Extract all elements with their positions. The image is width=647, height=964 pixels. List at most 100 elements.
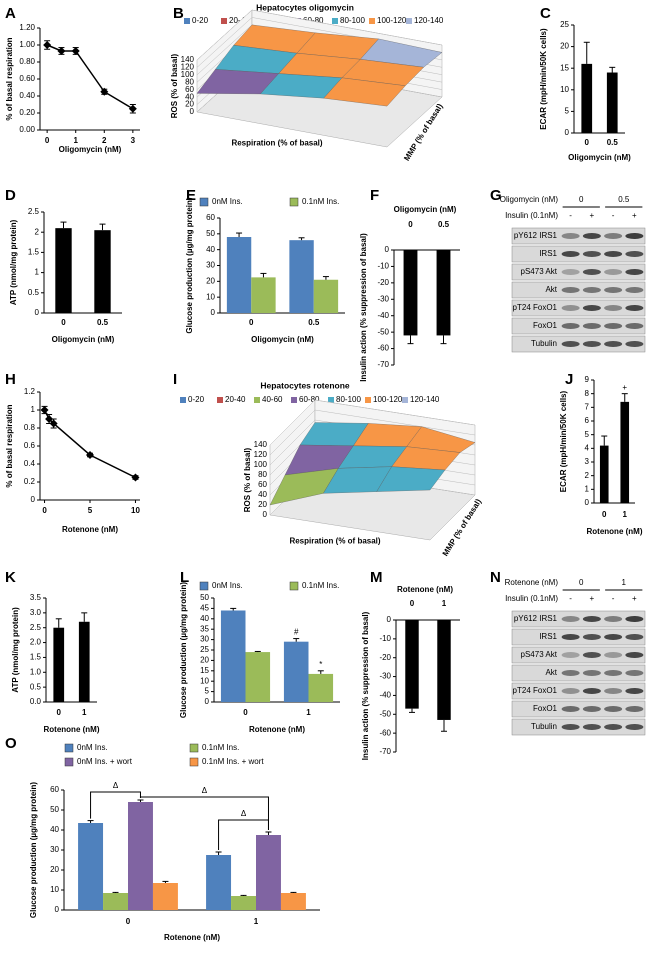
z-tick-label: 100	[254, 460, 268, 469]
legend-swatch	[189, 743, 199, 753]
blot-strip	[511, 263, 646, 281]
legend-swatch	[189, 757, 199, 767]
band	[582, 341, 601, 347]
band	[604, 688, 623, 694]
y-tick-label: -70	[377, 360, 389, 369]
x-axis-label: Rotenone (nM)	[44, 725, 100, 734]
row-label: pY612 IRS1	[514, 614, 558, 623]
band	[561, 634, 580, 640]
y-tick-label: 0.80	[19, 57, 35, 66]
row-label: FoxO1	[533, 704, 558, 713]
bar	[313, 279, 339, 313]
band	[604, 269, 623, 275]
z-tick-label: 80	[258, 470, 267, 479]
x-tick-label: 5	[88, 506, 93, 515]
row-label: Tubulin	[531, 339, 557, 348]
z-tick-label: 80	[185, 77, 194, 86]
blot-strip	[511, 227, 646, 245]
y-tick-label: 0.4	[24, 459, 36, 468]
band	[561, 652, 580, 658]
data-point	[86, 451, 94, 459]
y-tick-label: 5	[565, 107, 570, 116]
z-tick-label: 0	[190, 107, 195, 116]
group-label: 0	[579, 195, 584, 204]
y-tick-label: 0.8	[24, 423, 36, 432]
z-axis-label: ROS (% of basal)	[243, 447, 252, 512]
panel-letter: G	[490, 187, 502, 204]
y-tick-label: 3.0	[30, 608, 42, 617]
y-tick-label: 40	[206, 245, 215, 254]
x-axis-label: Rotenone (nM)	[164, 933, 220, 942]
y-tick-label: 60	[50, 785, 59, 794]
blot-header: Oligomycin (nM)	[500, 195, 559, 204]
band	[604, 634, 623, 640]
x-axis-label: Oligomycin (nM)	[251, 335, 314, 344]
z-tick-label: 120	[254, 450, 268, 459]
x-tick-label: 1	[623, 510, 628, 519]
bar	[606, 72, 618, 133]
y-tick-label: 50	[206, 229, 215, 238]
y-tick-label: 1.5	[28, 248, 40, 257]
x-axis-label: Oligomycin (nM)	[568, 153, 631, 162]
band	[582, 323, 601, 329]
bar	[152, 883, 178, 910]
legend-label: 20-40	[225, 395, 246, 404]
legend-label: 80-100	[336, 395, 361, 404]
x-tick-label: 1	[82, 708, 87, 717]
y-tick-label: -30	[379, 672, 391, 681]
blot-strip	[511, 299, 646, 317]
row-label: FoxO1	[533, 321, 558, 330]
legend-swatch	[199, 197, 209, 207]
band	[625, 323, 644, 329]
y-tick-label: -10	[379, 634, 391, 643]
surface-patch	[323, 77, 406, 107]
band	[625, 251, 644, 257]
data-point	[128, 104, 137, 113]
y-tick-label: 40	[50, 825, 59, 834]
bracket	[139, 796, 269, 830]
z-tick-label: 100	[181, 70, 195, 79]
z-tick-label: 40	[258, 490, 267, 499]
significance-marker: *	[319, 660, 322, 669]
y-tick-label: 0	[565, 128, 570, 137]
y-tick-label: 10	[560, 85, 569, 94]
y-axis-label: Insulin action (% suppression of basal)	[359, 233, 368, 382]
x-axis-label: Rotenone (nM)	[249, 725, 305, 734]
bar	[78, 823, 104, 910]
band	[604, 305, 623, 311]
band	[604, 706, 623, 712]
bar	[206, 855, 232, 910]
panel-letter: D	[5, 187, 16, 204]
x-tick-label: 0	[126, 917, 131, 926]
bar	[280, 893, 306, 910]
x-tick-label: 0	[602, 510, 607, 519]
bar	[308, 673, 334, 702]
x-tick-label: 1	[442, 599, 447, 608]
bar	[436, 250, 451, 336]
y-tick-label: 0	[205, 697, 210, 706]
y-axis-label: ECAR (mpH/min/50K cells)	[559, 390, 568, 492]
panel-letter: J	[565, 371, 573, 388]
band	[625, 688, 644, 694]
insulin-label: Insulin (0.1nM)	[505, 211, 558, 220]
blot-strip	[511, 646, 646, 664]
y-axis-label: ATP (nmol/mg protein)	[9, 219, 18, 305]
legend-label: 60-80	[303, 16, 324, 25]
lane-sign: +	[590, 594, 595, 603]
z-tick-label: 60	[185, 85, 194, 94]
band	[604, 652, 623, 658]
band	[582, 287, 601, 293]
y-tick-label: 3	[585, 457, 590, 466]
panel-letter: F	[370, 187, 379, 204]
legend-label: 20-40	[229, 16, 250, 25]
band	[625, 341, 644, 347]
y-tick-label: 0.40	[19, 91, 35, 100]
x-axis-label: Respiration (% of basal)	[231, 139, 322, 148]
bar	[437, 620, 451, 720]
y-tick-label: 0.20	[19, 108, 35, 117]
z-tick-label: 140	[181, 55, 195, 64]
y-tick-label: 5	[585, 430, 590, 439]
y-axis-label: Glucose production (µg/mg protein)	[29, 782, 38, 918]
band	[582, 724, 601, 730]
x-axis-label: Rotenone (nM)	[587, 527, 643, 536]
